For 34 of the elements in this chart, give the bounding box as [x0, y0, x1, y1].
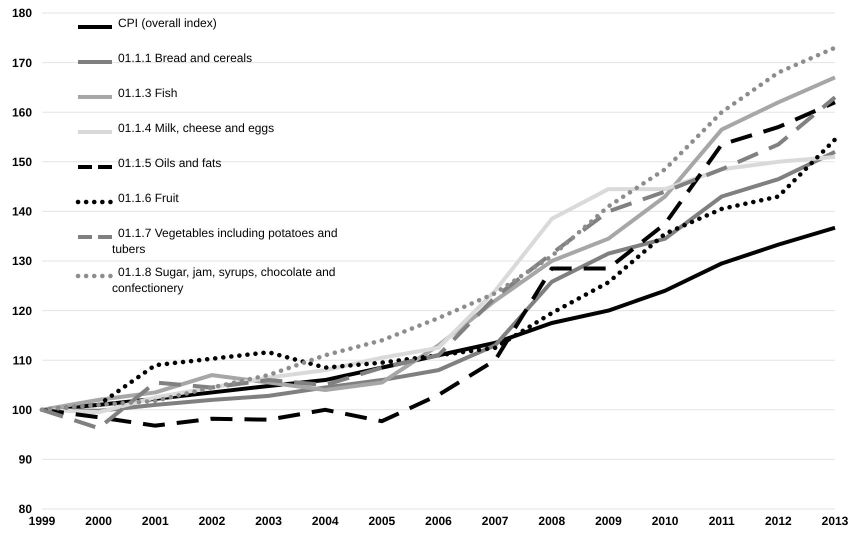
y-tick-label: 110	[12, 353, 32, 368]
legend-label: 01.1.6 Fruit	[118, 191, 180, 205]
x-tick-label: 2012	[765, 514, 792, 528]
x-tick-label: 2005	[368, 514, 396, 528]
y-tick-label: 130	[12, 254, 32, 268]
x-tick-label: 2009	[595, 514, 622, 528]
x-tick-label: 2011	[708, 514, 736, 528]
legend-label: 01.1.5 Oils and fats	[118, 156, 222, 170]
x-tick-label: 2013	[822, 514, 849, 528]
y-tick-label: 100	[12, 403, 32, 417]
x-tick-label: 2004	[312, 514, 339, 528]
y-tick-label: 140	[12, 204, 32, 219]
legend-label: 01.1.1 Bread and cereals	[118, 51, 252, 65]
x-tick-label: 1999	[28, 514, 56, 528]
legend-label: CPI (overall index)	[118, 16, 217, 30]
x-tick-label: 2002	[198, 514, 226, 528]
y-tick-label: 120	[12, 304, 32, 318]
y-tick-label: 150	[12, 155, 32, 169]
x-tick-label: 2003	[255, 514, 282, 528]
y-tick-label: 90	[18, 452, 32, 467]
x-tick-label: 2000	[85, 514, 112, 528]
legend-label: 01.1.3 Fish	[118, 86, 178, 100]
x-tick-label: 2010	[652, 514, 679, 528]
legend-label: 01.1.7 Vegetables including potatoes and tubers	[112, 226, 338, 256]
y-tick-label: 80	[18, 502, 32, 516]
y-tick-label: 180	[12, 6, 32, 20]
legend-label: 01.1.8 Sugar, jam, syrups, chocolate and confectionery	[112, 265, 336, 295]
x-tick-label: 2006	[425, 514, 452, 528]
y-tick-label: 160	[12, 105, 32, 120]
x-tick-label: 2001	[142, 514, 169, 528]
x-tick-label: 2007	[482, 514, 509, 528]
y-tick-label: 170	[12, 56, 32, 70]
legend-label: 01.1.4 Milk, cheese and eggs	[118, 121, 274, 135]
x-tick-label: 2008	[538, 514, 566, 528]
